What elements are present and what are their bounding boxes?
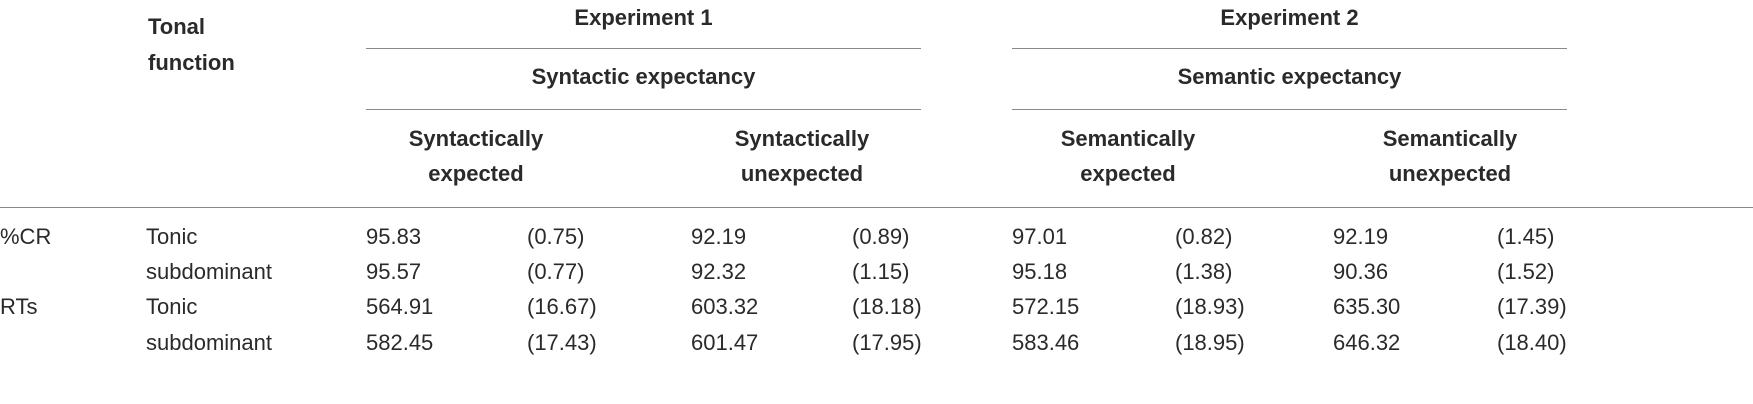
syntactically-expected-line1: Syntactically — [408, 126, 544, 151]
table-cell: (0.82) — [1175, 224, 1233, 249]
table-cell: 635.30 — [1333, 294, 1401, 319]
table-cell: (18.95) — [1175, 330, 1245, 355]
table-cell: (1.52) — [1497, 259, 1555, 284]
table-cell: (18.40) — [1497, 330, 1567, 355]
row-measure: %CR — [0, 224, 52, 249]
table-cell: 564.91 — [366, 294, 434, 319]
table-cell: (17.95) — [852, 330, 922, 355]
table-cell: 95.18 — [1012, 259, 1068, 284]
table-cell: 95.57 — [366, 259, 422, 284]
table-cell: (1.38) — [1175, 259, 1233, 284]
table-cell: (1.45) — [1497, 224, 1555, 249]
table-cell: (18.93) — [1175, 294, 1245, 319]
table-cell: 646.32 — [1333, 330, 1401, 355]
table-cell: (1.15) — [852, 259, 910, 284]
table-cell: (0.77) — [527, 259, 585, 284]
experiment-2-title: Experiment 2 — [1220, 5, 1359, 30]
experiment-1-subrule — [366, 109, 921, 110]
table-cell: 603.32 — [691, 294, 759, 319]
experiment-1-rule — [366, 48, 921, 49]
semantically-expected-line2: expected — [1080, 161, 1176, 186]
semantically-unexpected-line1: Semantically — [1382, 126, 1518, 151]
tonal-function-header-line2: function — [148, 50, 235, 75]
experiment-1-subtitle: Syntactic expectancy — [531, 64, 756, 89]
table-cell: (0.75) — [527, 224, 585, 249]
experiment-2-subrule — [1012, 109, 1567, 110]
table-cell: (18.18) — [852, 294, 922, 319]
table-cell: (17.39) — [1497, 294, 1567, 319]
header-bottom-rule — [0, 207, 1753, 208]
semantically-unexpected-line2: unexpected — [1388, 161, 1512, 186]
experiment-2-rule — [1012, 48, 1567, 49]
experiment-1-title: Experiment 1 — [574, 5, 713, 30]
table-cell: 92.19 — [1333, 224, 1389, 249]
table-cell: 92.19 — [691, 224, 747, 249]
table-cell: 95.83 — [366, 224, 422, 249]
tonal-function-header-line1: Tonal — [148, 14, 206, 39]
table-cell: 572.15 — [1012, 294, 1080, 319]
table-cell: 90.36 — [1333, 259, 1389, 284]
syntactically-expected-line2: expected — [428, 161, 524, 186]
semantically-expected-line1: Semantically — [1060, 126, 1196, 151]
table-cell: 601.47 — [691, 330, 759, 355]
syntactically-unexpected-line1: Syntactically — [734, 126, 870, 151]
table-cell: (17.43) — [527, 330, 597, 355]
table-cell: (0.89) — [852, 224, 910, 249]
row-measure: RTs — [0, 294, 38, 319]
table-cell: 97.01 — [1012, 224, 1068, 249]
table-cell: (16.67) — [527, 294, 597, 319]
row-function: Tonic — [146, 294, 198, 319]
row-function: subdominant — [146, 330, 272, 355]
table-cell: 582.45 — [366, 330, 434, 355]
table-cell: 583.46 — [1012, 330, 1080, 355]
experiment-2-subtitle: Semantic expectancy — [1177, 64, 1402, 89]
table-cell: 92.32 — [691, 259, 747, 284]
row-function: Tonic — [146, 224, 198, 249]
row-function: subdominant — [146, 259, 272, 284]
syntactically-unexpected-line2: unexpected — [740, 161, 864, 186]
